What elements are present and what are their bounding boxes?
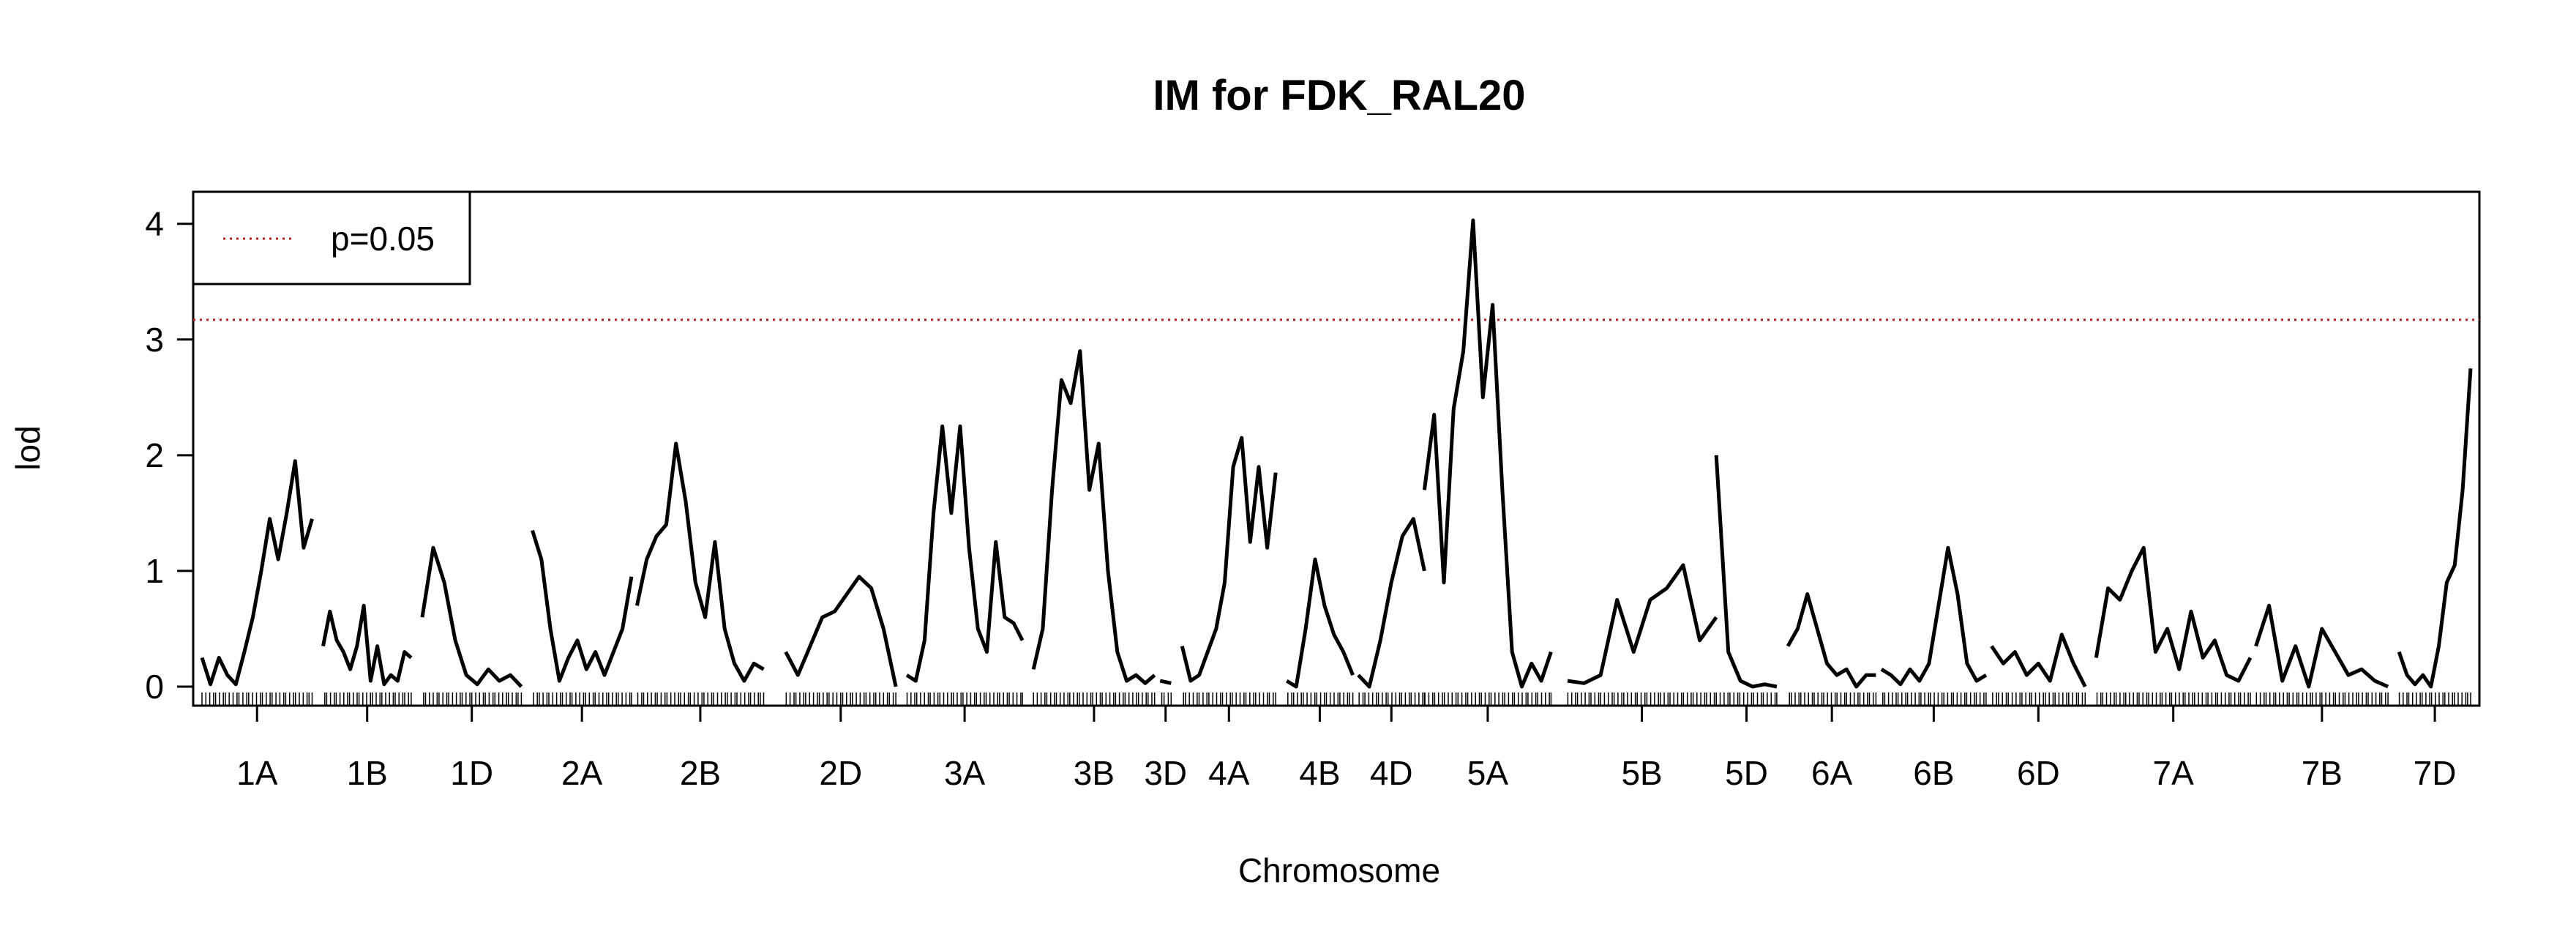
x-tick-label-7D: 7D: [2414, 754, 2457, 792]
lod-curve-4A: [1180, 436, 1278, 683]
lod-curve-7D: [2397, 368, 2473, 689]
y-axis: 0 1 2 3 4: [145, 205, 193, 706]
x-tick-label-6D: 6D: [2017, 754, 2060, 792]
lod-curve-5D: [1714, 455, 1778, 689]
chart-title: IM for FDK_RAL20: [1153, 72, 1525, 119]
lod-curve-1D: [420, 545, 523, 688]
lod-curve-1A: [200, 459, 314, 687]
y-tick-label: 0: [145, 668, 164, 706]
y-tick-label: 2: [145, 436, 164, 474]
x-tick-label-4A: 4A: [1208, 754, 1250, 792]
lod-curve-5A: [1422, 218, 1553, 689]
lod-curve-2B: [634, 441, 765, 683]
x-tick-label-6B: 6B: [1913, 754, 1954, 792]
x-axis-chromosome-labels: 1A 1B 1D 2A 2B 2D 3A 3B 3D 4A 4B 4D 5A 5B 5D 6A 6B 6D 7A 7B…: [236, 706, 2456, 792]
lod-curve-2A: [531, 529, 634, 683]
y-tick-label: 4: [145, 205, 164, 243]
x-tick-label-5B: 5B: [1621, 754, 1662, 792]
lod-curve-7A: [2094, 545, 2253, 683]
lod-curve-2D: [784, 575, 898, 687]
x-tick-label-7A: 7A: [2153, 754, 2195, 792]
x-tick-label-5D: 5D: [1725, 754, 1768, 792]
lod-curve-5B: [1567, 563, 1718, 685]
x-tick-label-2A: 2A: [561, 754, 603, 792]
legend-threshold-label: p=0.05: [331, 220, 435, 258]
x-tick-label-5A: 5A: [1467, 754, 1509, 792]
x-axis-label: Chromosome: [1238, 851, 1440, 889]
x-tick-label-2B: 2B: [680, 754, 721, 792]
lod-curve-4D: [1357, 517, 1426, 689]
plot-area: [192, 190, 2481, 707]
x-tick-label-2D: 2D: [819, 754, 862, 792]
x-tick-label-7B: 7B: [2302, 754, 2343, 792]
x-tick-label-1B: 1B: [347, 754, 388, 792]
x-tick-label-6A: 6A: [1811, 754, 1853, 792]
x-tick-label-3A: 3A: [944, 754, 986, 792]
x-tick-label-4B: 4B: [1299, 754, 1340, 792]
x-tick-label-4D: 4D: [1370, 754, 1413, 792]
y-axis-label: lod: [9, 425, 47, 470]
lod-curve-6A: [1786, 592, 1876, 689]
legend: p=0.05: [192, 190, 471, 285]
lod-curves: [200, 218, 2473, 689]
legend-box: [192, 190, 471, 285]
x-tick-label-1A: 1A: [236, 754, 278, 792]
marker-rug: [201, 693, 2471, 706]
x-tick-label-3B: 3B: [1074, 754, 1115, 792]
y-tick-label: 1: [145, 552, 164, 590]
lod-curve-6B: [1880, 545, 1988, 687]
x-tick-label-3D: 3D: [1144, 754, 1187, 792]
lod-curve-3B: [1031, 349, 1156, 685]
y-tick-label: 3: [145, 321, 164, 359]
lod-curve-6D: [1990, 632, 2087, 688]
lod-curve-1B: [321, 603, 413, 687]
lod-curve-7B: [2254, 603, 2389, 689]
lod-curve-4B: [1285, 557, 1355, 689]
lod-curve-3A: [905, 424, 1025, 683]
x-tick-label-1D: 1D: [450, 754, 493, 792]
lod-curve-3D: [1159, 679, 1172, 685]
